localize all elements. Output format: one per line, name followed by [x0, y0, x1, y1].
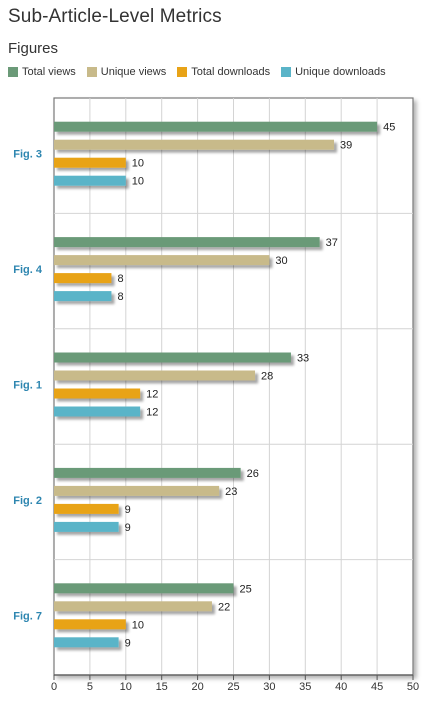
data-label: 33	[297, 353, 309, 365]
legend-swatch	[177, 67, 188, 77]
data-label: 9	[125, 522, 131, 534]
bar-unique-views	[54, 485, 220, 496]
bar-total-views	[54, 352, 291, 363]
data-label: 9	[125, 504, 131, 516]
bar-unique-downloads	[54, 521, 119, 532]
bar-unique-downloads	[54, 175, 126, 186]
bar-total-views	[54, 121, 378, 132]
data-label: 8	[117, 291, 123, 303]
legend-swatch	[281, 67, 292, 77]
x-tick-label: 45	[371, 681, 383, 693]
data-label: 25	[240, 583, 252, 595]
category-label: Fig. 2	[13, 495, 42, 507]
data-label: 39	[340, 140, 352, 152]
data-label: 22	[218, 601, 230, 613]
category-label: Fig. 3	[13, 149, 42, 161]
legend-swatch	[86, 67, 97, 77]
data-label: 9	[125, 637, 131, 649]
legend-swatch	[8, 67, 18, 77]
bar-unique-views	[54, 601, 212, 612]
bar-unique-downloads	[54, 637, 119, 648]
bar-total-downloads	[54, 503, 119, 514]
bar-unique-downloads	[54, 406, 141, 417]
bar-unique-views	[54, 139, 335, 150]
bar-total-downloads	[54, 273, 112, 284]
data-label: 37	[326, 237, 338, 249]
legend-label: Total views	[22, 66, 76, 78]
data-label: 23	[225, 486, 237, 498]
x-tick-label: 25	[227, 681, 239, 693]
data-label: 12	[146, 407, 158, 419]
legend-item-total-views[interactable]: Total views	[8, 66, 76, 78]
legend-label: Unique downloads	[295, 66, 386, 78]
legend-label: Unique views	[100, 66, 167, 78]
x-tick-label: 30	[263, 681, 275, 693]
x-tick-label: 35	[299, 681, 311, 693]
data-label: 26	[247, 468, 259, 480]
bar-unique-views	[54, 370, 256, 381]
data-label: 10	[132, 176, 144, 188]
legend: Total views Unique views Total downloads Un…	[8, 66, 386, 78]
x-tick-label: 0	[51, 681, 57, 693]
x-tick-label: 40	[335, 681, 347, 693]
category-label: Fig. 1	[13, 380, 42, 392]
bar-total-views	[54, 237, 320, 248]
x-tick-label: 10	[120, 681, 132, 693]
chart-title: Sub-Article-Level Metrics	[8, 6, 222, 27]
data-label: 30	[275, 255, 287, 267]
bar-unique-views	[54, 255, 270, 266]
bar-total-downloads	[54, 388, 141, 399]
category-label: Fig. 7	[13, 610, 42, 622]
legend-label: Total downloads	[191, 66, 271, 78]
category-label: Fig. 4	[13, 264, 43, 276]
bar-total-downloads	[54, 157, 126, 168]
x-tick-label: 50	[407, 681, 419, 693]
legend-item-total-downloads[interactable]: Total downloads	[177, 66, 270, 78]
data-label: 10	[132, 158, 144, 170]
data-label: 8	[117, 273, 123, 285]
data-label: 10	[132, 619, 144, 631]
x-tick-label: 5	[87, 681, 93, 693]
x-tick-label: 20	[191, 681, 203, 693]
chart-subtitle: Figures	[8, 40, 59, 57]
x-tick-label: 15	[156, 681, 168, 693]
bar-total-downloads	[54, 619, 126, 630]
legend-item-unique-views[interactable]: Unique views	[86, 66, 167, 78]
data-label: 12	[146, 389, 158, 401]
bar-total-views	[54, 583, 234, 594]
legend-item-unique-downloads[interactable]: Unique downloads	[281, 66, 386, 78]
data-label: 45	[383, 122, 395, 134]
bar-total-views	[54, 467, 241, 478]
data-label: 28	[261, 371, 273, 383]
bar-unique-downloads	[54, 291, 112, 302]
